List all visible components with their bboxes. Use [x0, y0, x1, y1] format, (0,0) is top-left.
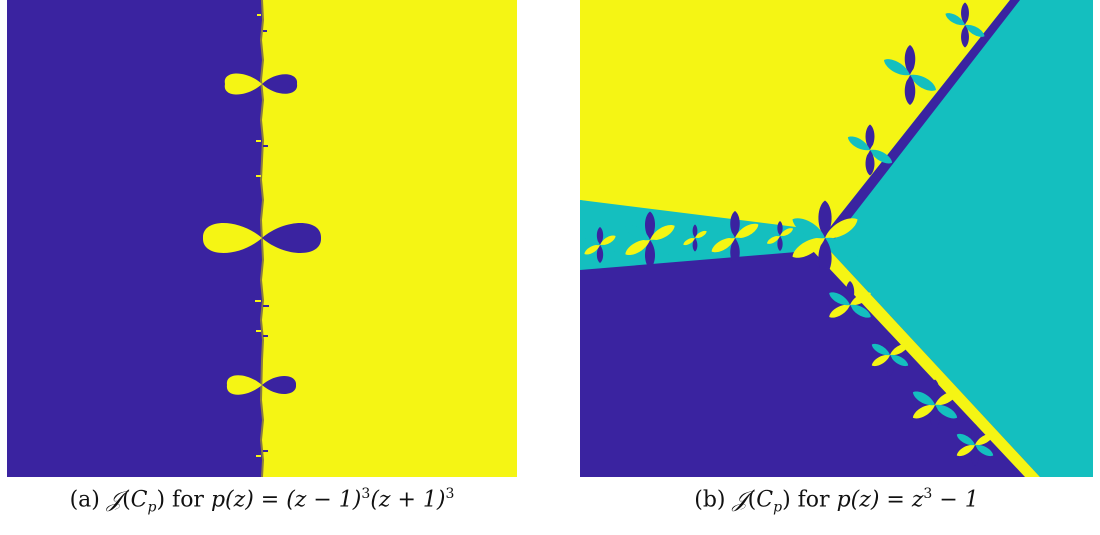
- basin-violet: [580, 240, 1040, 477]
- strip-upper: [820, 0, 1020, 245]
- caption-b-label: (b): [694, 487, 726, 513]
- lobe-mid-left: [202, 223, 262, 253]
- lobe-bot-right: [262, 375, 297, 395]
- caption-a: (a) 𝒥(Cp) for p(z) = (z − 1)3(z + 1)3: [69, 486, 455, 516]
- exp1-a: 3: [361, 486, 371, 502]
- fractal-panel-a: [7, 0, 517, 477]
- c-symbol-a: C: [130, 487, 148, 513]
- boundary-specks-right: [263, 30, 269, 452]
- poly-tail-b: − 1: [932, 487, 979, 513]
- lobe-top-left: [224, 73, 262, 95]
- julia-boundary: [259, 0, 265, 477]
- exp2-a: 3: [445, 486, 455, 502]
- c-symbol-b: C: [756, 487, 774, 513]
- sub-p-a: p: [147, 499, 157, 516]
- julia-set-image-b: [580, 0, 1093, 477]
- poly-lhs-a: p(z) = (z − 1): [210, 487, 362, 513]
- basin-yellow: [580, 0, 1010, 240]
- boundary-specks-left: [255, 14, 261, 457]
- lobe-bot-left: [226, 375, 262, 395]
- poly-mid-a: (z + 1): [370, 487, 446, 513]
- exp1-b: 3: [923, 486, 933, 502]
- strip-lower: [812, 240, 1040, 477]
- julia-set-image-a: [7, 0, 517, 477]
- lobe-mid-right: [262, 223, 322, 253]
- julia-symbol-a: 𝒥: [106, 487, 123, 513]
- for-text-b: for: [797, 487, 830, 513]
- fractal-panel-b: [580, 0, 1093, 477]
- sub-p-b: p: [773, 499, 783, 516]
- poly-lhs-b: p(z) = z: [836, 487, 924, 513]
- julia-symbol-b: 𝒥: [732, 487, 748, 513]
- lobe-top-right: [262, 74, 298, 94]
- caption-b: (b) 𝒥(Cp) for p(z) = z3 − 1: [694, 486, 979, 516]
- for-text-a: for: [172, 487, 204, 513]
- caption-a-label: (a): [69, 487, 100, 513]
